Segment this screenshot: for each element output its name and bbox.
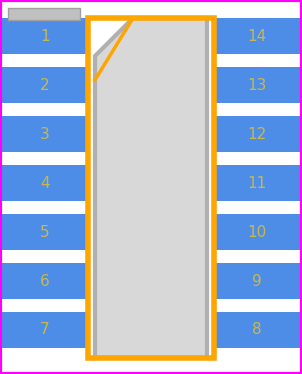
Text: 2: 2 [40, 77, 50, 92]
Text: 11: 11 [247, 175, 267, 190]
Bar [214, 263, 300, 299]
Bar [214, 18, 300, 54]
Bar [214, 312, 300, 348]
Bar [214, 67, 300, 103]
Text: 13: 13 [247, 77, 267, 92]
Text: 4: 4 [40, 175, 50, 190]
Bar [2, 116, 88, 152]
Bar [2, 18, 88, 54]
Text: 8: 8 [252, 322, 262, 337]
Text: 7: 7 [40, 322, 50, 337]
Text: 9: 9 [252, 273, 262, 288]
Text: 5: 5 [40, 224, 50, 239]
Bar [2, 263, 88, 299]
Text: 14: 14 [247, 28, 267, 43]
Bar [2, 214, 88, 250]
Text: 3: 3 [40, 126, 50, 141]
Text: 1: 1 [40, 28, 50, 43]
Bar [8, 8, 80, 20]
Text: 6: 6 [40, 273, 50, 288]
Bar [2, 165, 88, 201]
Bar [214, 165, 300, 201]
Bar [2, 67, 88, 103]
Text: 10: 10 [247, 224, 267, 239]
Bar [2, 312, 88, 348]
Polygon shape [95, 18, 207, 358]
Bar [88, 18, 214, 358]
Bar [214, 214, 300, 250]
Text: 12: 12 [247, 126, 267, 141]
Bar [214, 116, 300, 152]
